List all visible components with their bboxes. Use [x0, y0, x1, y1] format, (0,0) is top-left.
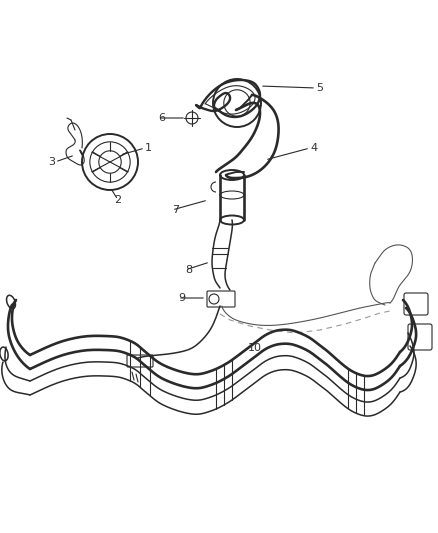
Text: 2: 2 — [114, 195, 122, 205]
Text: 5: 5 — [316, 83, 323, 93]
Text: 1: 1 — [145, 143, 152, 153]
Text: 8: 8 — [185, 265, 192, 275]
Text: 10: 10 — [248, 343, 262, 353]
Text: 6: 6 — [158, 113, 165, 123]
Text: 4: 4 — [310, 143, 317, 153]
Text: 7: 7 — [172, 205, 179, 215]
Text: 9: 9 — [178, 293, 185, 303]
Text: 3: 3 — [48, 157, 55, 167]
